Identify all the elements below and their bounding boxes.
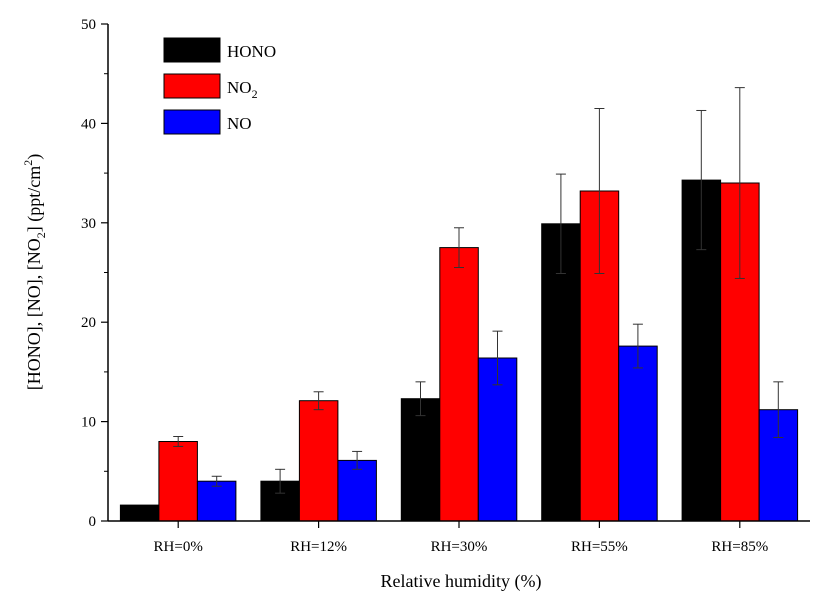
y-tick-label-5: 50 bbox=[81, 17, 96, 33]
legend-label-hono: HONO bbox=[227, 42, 276, 61]
legend-swatch-hono bbox=[163, 37, 221, 63]
y-axis-title: [HONO], [NO], [NO2] (ppt/cm2) bbox=[21, 154, 48, 390]
bar-hono-0 bbox=[119, 504, 160, 522]
y-tick-label-2: 20 bbox=[81, 315, 96, 331]
bar-hono-2 bbox=[400, 398, 441, 522]
y-tick-label-4: 40 bbox=[81, 116, 96, 132]
bar-no2-1 bbox=[298, 400, 339, 522]
legend-label-main: NO bbox=[227, 78, 252, 97]
legend-label-sub: 2 bbox=[252, 87, 258, 101]
bar-no2-2 bbox=[439, 247, 479, 522]
x-axis-title: Relative humidity (%) bbox=[381, 571, 542, 592]
x-tick-label-2: RH=30% bbox=[431, 539, 488, 555]
x-tick-label-3: RH=55% bbox=[571, 539, 628, 555]
y-tick-label-3: 30 bbox=[81, 216, 96, 232]
legend-label-main: NO bbox=[227, 114, 252, 133]
legend-label-no2: NO2 bbox=[227, 78, 258, 101]
y-axis-title-pre: [HONO], [NO], [NO bbox=[24, 238, 44, 390]
legend-swatch-no2 bbox=[163, 73, 221, 99]
y-axis-title-mid: ] (ppt/cm bbox=[24, 166, 45, 232]
bar-no-3 bbox=[618, 345, 658, 522]
y-tick-label-0: 0 bbox=[89, 514, 97, 530]
legend-label-main: HONO bbox=[227, 42, 276, 61]
y-tick-label-1: 10 bbox=[81, 415, 96, 431]
x-tick-label-1: RH=12% bbox=[290, 539, 347, 555]
legend-label-no: NO bbox=[227, 114, 252, 133]
x-tick-label-4: RH=85% bbox=[711, 539, 768, 555]
bar-no2-0 bbox=[158, 441, 198, 522]
y-axis-title-post: ) bbox=[24, 154, 45, 160]
legend-swatch-no bbox=[163, 109, 221, 135]
bar-no-0 bbox=[196, 480, 237, 522]
axes-layer: RH=0% RH=12% RH=30% RH=55% RH=85% 0 10 20 30 40 50 bbox=[81, 17, 810, 555]
x-tick-label-0: RH=0% bbox=[154, 539, 203, 555]
y-axis-title-sup: 2 bbox=[21, 160, 35, 166]
y-axis-title-sub: 2 bbox=[34, 232, 48, 238]
error-bars-layer bbox=[173, 87, 784, 494]
